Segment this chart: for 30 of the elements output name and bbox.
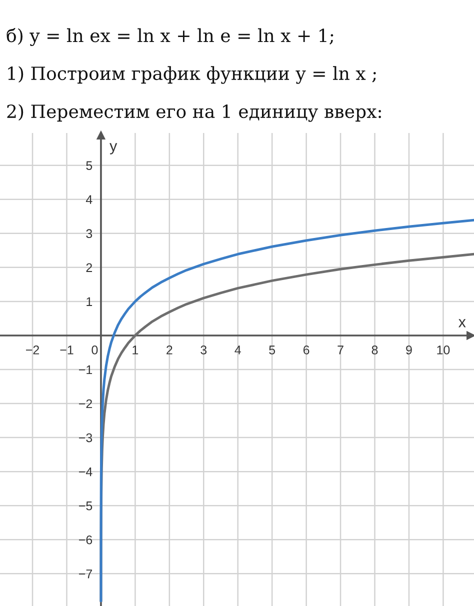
x-tick-label: 0 [92,346,98,354]
x-tick-label: 8 [372,346,378,354]
y-tick-label: −3 [78,433,92,442]
y-tick-label: −7 [78,570,92,578]
x-tick-label: −1 [60,346,74,354]
y-tick-label: 3 [86,229,92,238]
y-tick-label: −1 [78,365,92,374]
x-tick-label: −2 [26,346,40,354]
y-tick-label: 2 [86,263,92,272]
text: б) y = ln ex = ln x + ln e = ln x + 1; [6,28,334,46]
x-tick-label: 7 [338,346,344,354]
x-tick-label: 6 [303,346,310,354]
x-tick-label: 9 [406,346,412,354]
y-tick-label: 1 [86,297,92,306]
y-tick-label: −5 [78,502,92,510]
text: 1) Построим график функции y = ln x ; [8,66,376,84]
x-tick-label: 10 [437,346,450,354]
x-tick-label: 1 [132,346,138,354]
y-tick-label: 4 [86,195,92,204]
x-tick-label: 5 [269,346,276,354]
y-tick-label: −6 [78,535,92,544]
x-axis-title: x [458,319,466,328]
text: 2) Переместим его на 1 единицу вверх: [7,104,381,122]
x-tick-label: 4 [234,346,241,354]
y-tick-label: 5 [86,161,92,170]
y-tick-label: −4 [78,468,92,476]
x-tick-label: 3 [200,346,207,354]
y-tick-label: −2 [78,399,92,408]
y-axis-title: y [110,143,118,154]
x-tick-label: 2 [166,346,172,354]
